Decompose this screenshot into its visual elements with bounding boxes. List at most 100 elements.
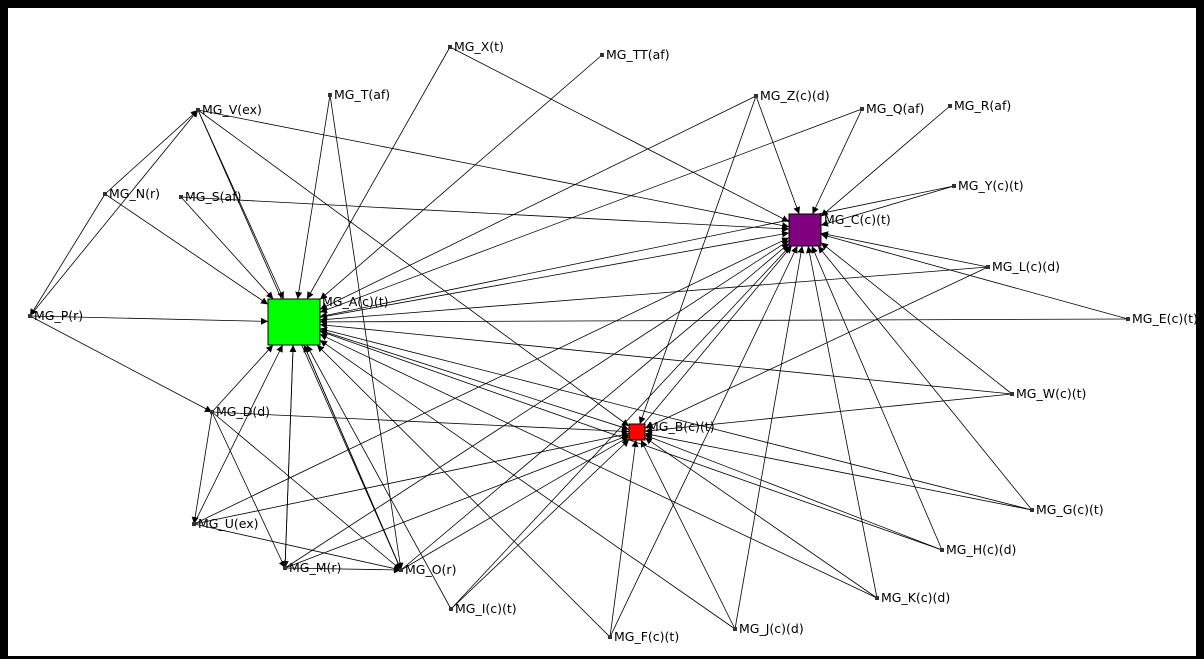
edge-W-A	[319, 321, 1013, 395]
node-R[interactable]: MG_R(af)	[948, 98, 1011, 113]
node-label-C: MG_C(c)(t)	[824, 212, 891, 227]
node-label-L: MG_L(c)(d)	[992, 259, 1060, 274]
node-dot-D	[210, 410, 214, 414]
edge-U-O	[193, 523, 402, 572]
edge-P-A	[29, 315, 269, 325]
edge-I-C	[450, 245, 791, 610]
node-G[interactable]: MG_G(c)(t)	[1030, 502, 1104, 517]
node-label-K: MG_K(c)(d)	[881, 590, 950, 605]
node-K[interactable]: MG_K(c)(d)	[875, 590, 950, 605]
node-W[interactable]: MG_W(c)(t)	[1010, 386, 1086, 401]
node-dot-H	[940, 548, 944, 552]
edge-Z-A	[319, 95, 757, 310]
node-label-TT: MG_TT(af)	[606, 47, 670, 62]
edge-D-A	[211, 344, 274, 413]
edge-L-C	[820, 231, 989, 268]
edge-P-D	[29, 315, 213, 413]
edge-E-C	[820, 232, 1129, 320]
node-label-O: MG_O(r)	[405, 562, 456, 577]
node-label-A: MG_A(c)(t)	[322, 294, 389, 309]
hub-square-A	[267, 298, 321, 346]
node-Z[interactable]: MG_Z(c)(d)	[754, 88, 830, 103]
node-E[interactable]: MG_E(c)(t)	[1126, 311, 1198, 326]
edge-D-O	[211, 411, 402, 571]
edge-N-P	[29, 193, 106, 317]
edge-K-C	[806, 245, 878, 599]
node-A[interactable]: MG_A(c)(t)	[267, 294, 389, 346]
node-O[interactable]: MG_O(r)	[399, 562, 456, 577]
node-C[interactable]: MG_C(c)(t)	[788, 212, 891, 247]
edge-A-M	[281, 321, 295, 569]
node-dot-R	[948, 104, 952, 108]
edge-Q-C	[812, 108, 863, 215]
node-dot-P	[28, 314, 32, 318]
node-label-V: MG_V(ex)	[202, 102, 262, 117]
edge-U-B	[193, 431, 630, 525]
node-label-F: MG_F(c)(t)	[614, 629, 679, 644]
edge-F-B	[609, 439, 639, 638]
node-layer: MG_A(c)(t) MG_C(c)(t) MG_B(c)(t) MG_X(t) MG_…	[28, 39, 1198, 644]
edge-N-V	[104, 109, 199, 195]
node-P[interactable]: MG_P(r)	[28, 308, 83, 323]
node-dot-TT	[600, 53, 604, 57]
node-label-J: MG_J(c)(d)	[739, 621, 804, 636]
node-dot-F	[608, 635, 612, 639]
edge-G-A	[319, 326, 1033, 511]
node-dot-L	[986, 265, 990, 269]
node-dot-Q	[860, 107, 864, 111]
edge-M-B	[284, 434, 630, 569]
node-label-D: MG_D(d)	[216, 404, 270, 419]
edge-M-O	[284, 566, 402, 574]
edge-J-B	[640, 439, 736, 630]
node-J[interactable]: MG_J(c)(d)	[733, 621, 804, 636]
edge-U-C	[193, 237, 790, 525]
node-dot-W	[1010, 392, 1014, 396]
node-S[interactable]: MG_S(af)	[179, 189, 241, 204]
node-dot-O	[399, 568, 403, 572]
edge-H-A	[319, 330, 943, 551]
node-I[interactable]: MG_I(c)(t)	[449, 601, 517, 616]
edge-TT-A	[319, 54, 603, 300]
node-dot-J	[733, 627, 737, 631]
edge-M-C	[284, 240, 790, 569]
edge-B-C	[636, 245, 793, 433]
edge-J-C	[734, 245, 805, 630]
edge-W-C	[820, 242, 1013, 395]
edge-I-A	[306, 344, 452, 610]
edge-X-C	[449, 46, 790, 223]
node-dot-Z	[754, 94, 758, 98]
node-U[interactable]: MG_U(ex)	[192, 516, 259, 531]
edge-J-A	[319, 339, 736, 630]
edge-K-A	[319, 333, 878, 599]
node-F[interactable]: MG_F(c)(t)	[608, 629, 679, 644]
node-Y[interactable]: MG_Y(c)(t)	[952, 178, 1024, 193]
node-label-T: MG_T(af)	[334, 87, 390, 102]
node-V[interactable]: MG_V(ex)	[196, 102, 262, 117]
node-dot-G	[1030, 508, 1034, 512]
node-H[interactable]: MG_H(c)(d)	[940, 542, 1016, 557]
node-dot-U	[192, 522, 196, 526]
network-graph: MG_A(c)(t) MG_C(c)(t) MG_B(c)(t) MG_X(t) MG_…	[28, 39, 1198, 644]
node-label-H: MG_H(c)(d)	[946, 542, 1016, 557]
node-label-B: MG_B(c)(t)	[648, 419, 715, 434]
edge-F-A	[316, 344, 611, 638]
node-dot-Y	[952, 184, 956, 188]
node-dot-E	[1126, 317, 1130, 321]
node-Q[interactable]: MG_Q(af)	[860, 101, 924, 116]
edge-S-A	[180, 196, 274, 300]
node-D[interactable]: MG_D(d)	[210, 404, 270, 419]
node-T[interactable]: MG_T(af)	[328, 87, 390, 102]
edge-U-A	[193, 344, 283, 525]
node-N[interactable]: MG_N(r)	[103, 186, 160, 201]
node-L[interactable]: MG_L(c)(d)	[986, 259, 1060, 274]
node-label-N: MG_N(r)	[109, 186, 160, 201]
node-B[interactable]: MG_B(c)(t)	[628, 419, 715, 441]
node-label-I: MG_I(c)(t)	[455, 601, 517, 616]
node-label-W: MG_W(c)(t)	[1016, 386, 1086, 401]
edge-X-A	[306, 46, 451, 300]
node-label-S: MG_S(af)	[185, 189, 241, 204]
node-TT[interactable]: MG_TT(af)	[600, 47, 670, 62]
node-X[interactable]: MG_X(t)	[448, 39, 504, 54]
node-M[interactable]: MG_M(r)	[283, 560, 341, 575]
edge-W-B	[644, 393, 1013, 434]
